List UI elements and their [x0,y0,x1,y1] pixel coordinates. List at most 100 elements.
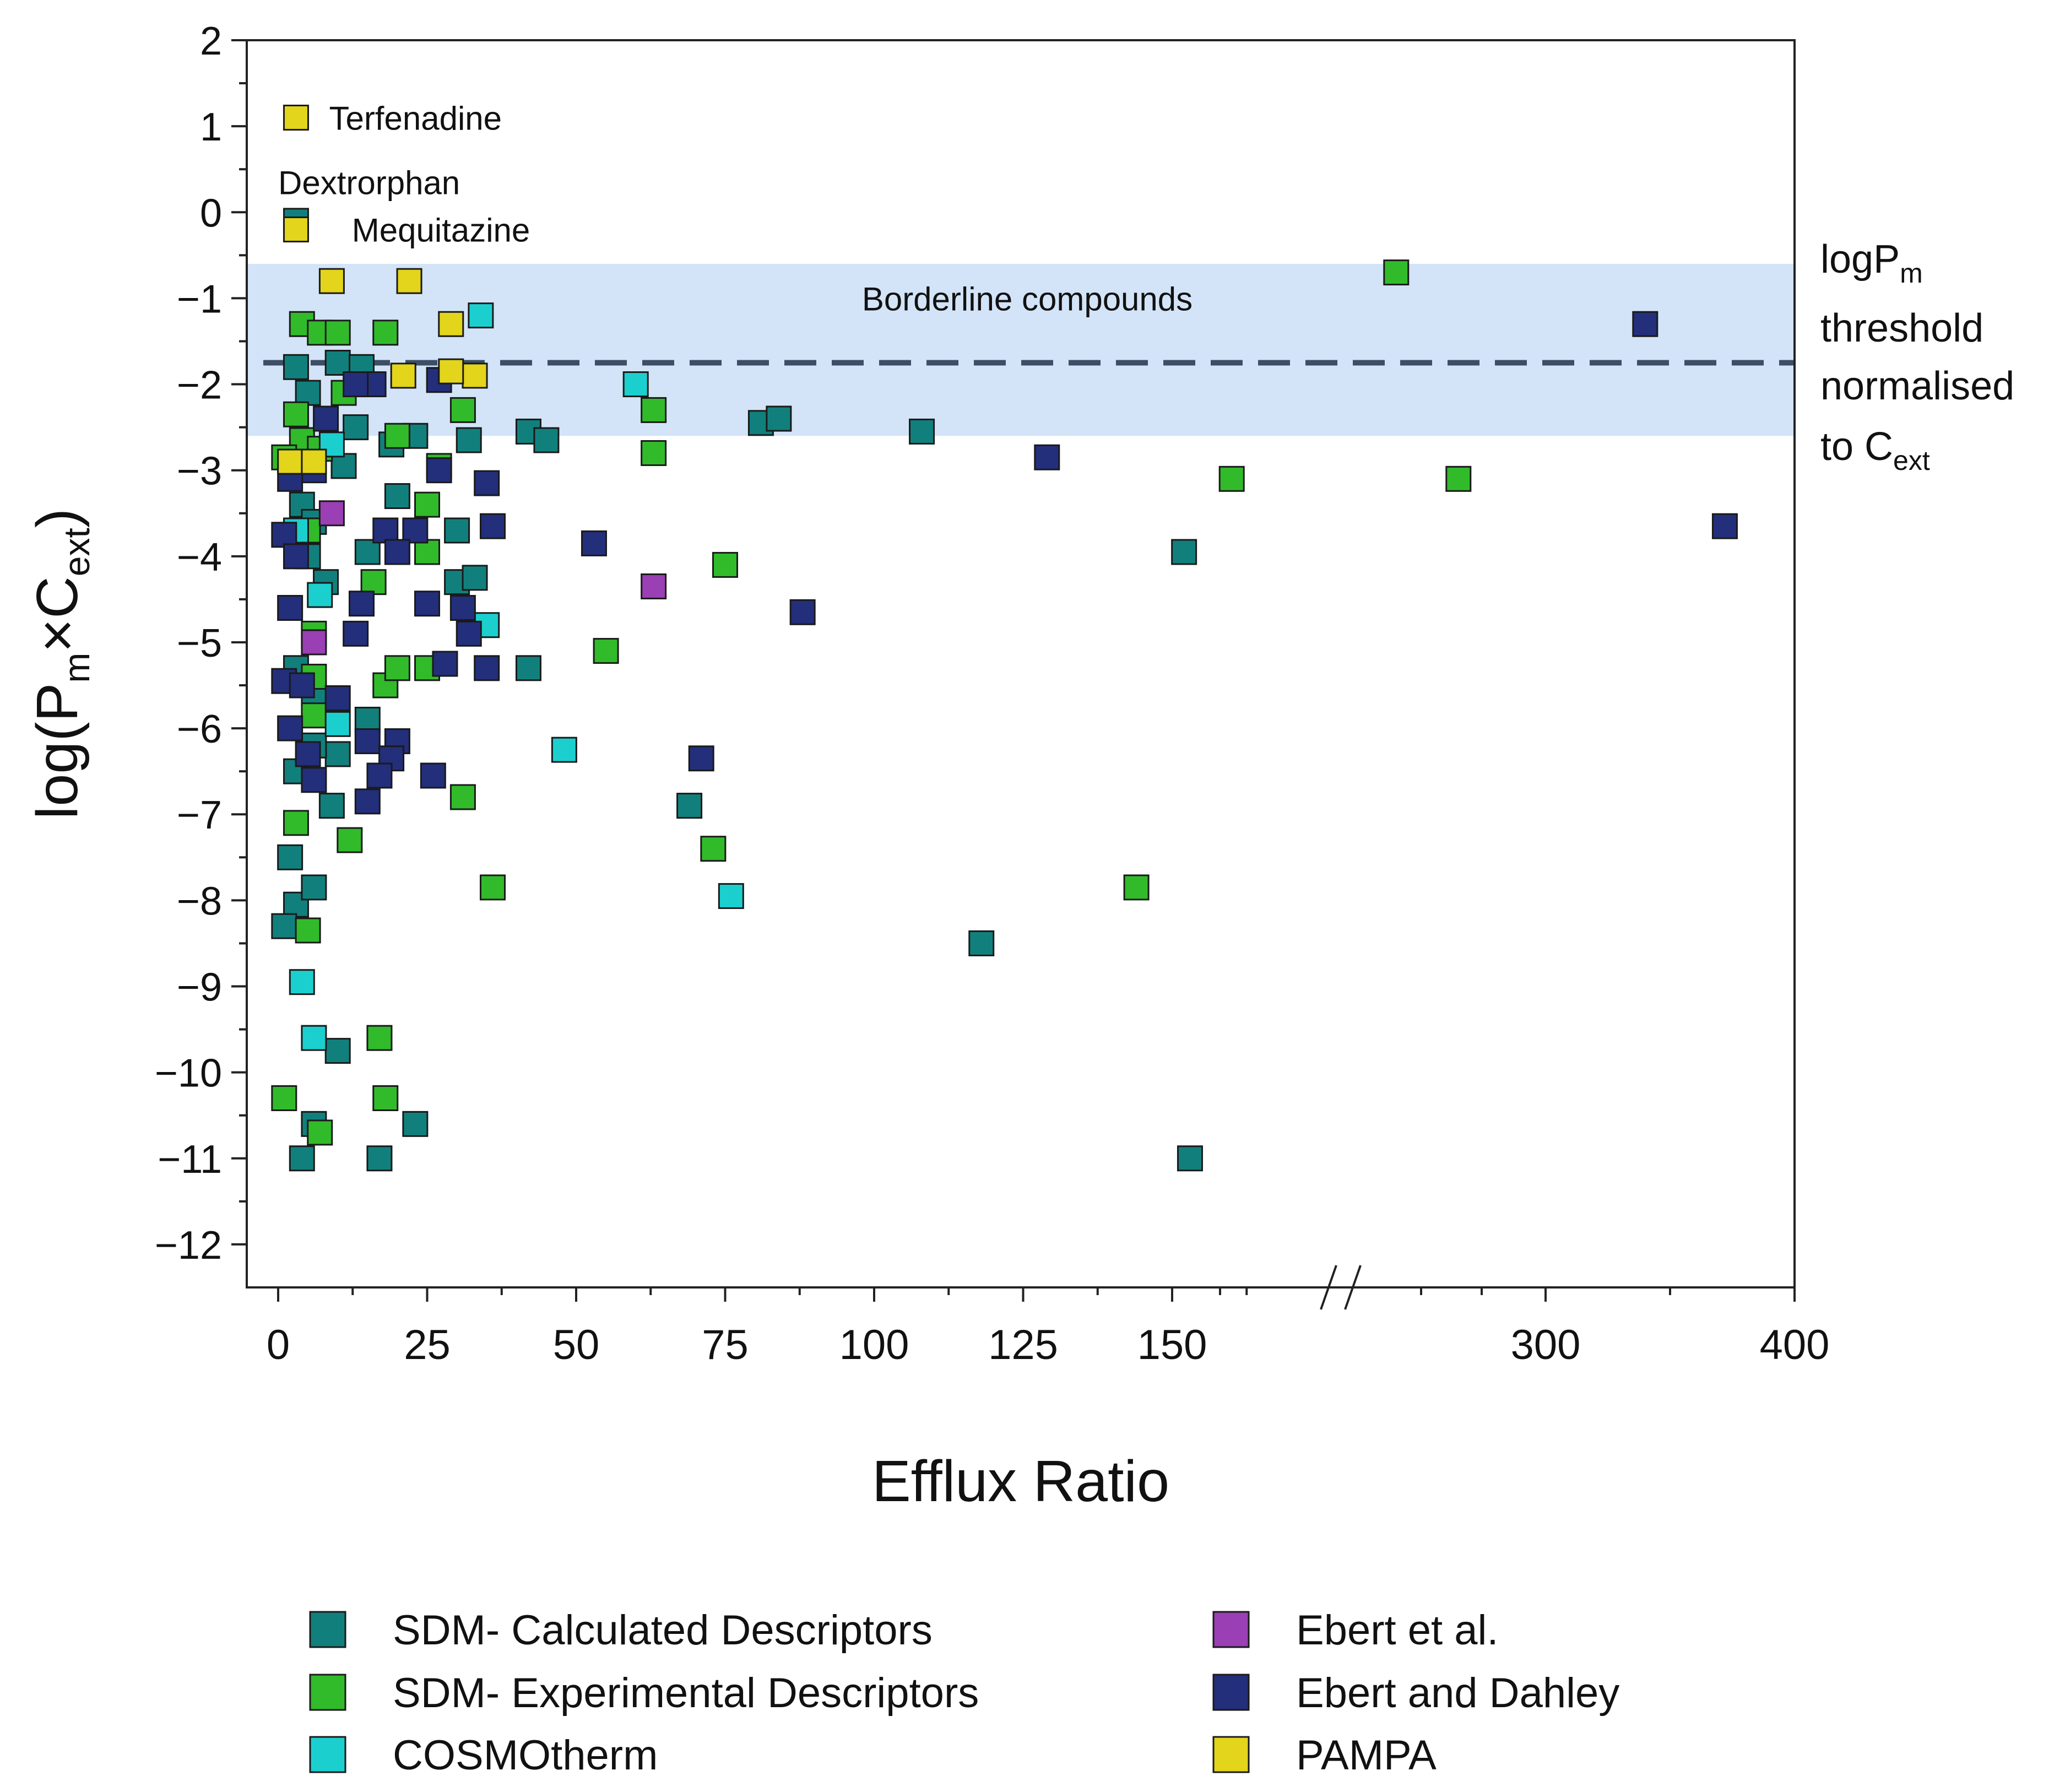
threshold-label-line2: threshold [1820,306,1983,350]
data-point [301,1025,327,1051]
data-point [1383,259,1410,286]
data-point [456,427,482,453]
x-tick-label: 150 [1137,1322,1207,1368]
data-point [1632,311,1658,337]
data-point [366,1145,393,1172]
data-point [402,517,429,544]
borderline-label: Borderline compounds [862,280,1193,317]
data-point [533,427,560,453]
legend-swatch [309,1611,346,1648]
x-tick-label: 125 [988,1322,1058,1368]
data-point [372,517,399,544]
plot-frame [246,39,1796,1288]
data-point [402,1111,429,1137]
legend-swatch [309,1736,346,1773]
data-point [581,530,607,556]
y-tick-label: −7 [177,793,222,837]
data-point [426,457,452,484]
data-point [480,513,506,539]
data-point [366,1025,393,1051]
data-point [354,788,381,815]
data-point [414,591,440,617]
data-point [1445,465,1472,492]
legend-swatch [1212,1674,1250,1711]
data-point [348,591,375,617]
data-point [283,216,309,243]
data-point [283,810,309,836]
threshold-label-logp: logP [1820,237,1900,281]
data-point [372,320,399,346]
data-point [277,448,303,475]
x-tick-label: 400 [1760,1322,1830,1368]
data-point [354,706,381,733]
data-point [354,728,381,755]
data-point [313,405,339,432]
data-point [324,350,351,376]
y-tick-label: −4 [177,535,222,580]
data-point [444,517,470,544]
data-point [474,470,500,496]
y-axis-title-mid: ×C [25,576,90,652]
data-point [295,741,321,767]
data-points [271,105,1738,1172]
data-point [700,836,727,862]
y-tick-label: −12 [155,1223,222,1268]
data-point [593,638,619,664]
y-tick-label: −3 [177,450,222,494]
legend-swatch [309,1674,346,1711]
data-point [366,762,393,789]
data-point [1171,539,1197,565]
data-point [330,453,357,479]
legend-label: Ebert et al. [1296,1607,1499,1654]
data-point [480,874,506,901]
data-point [295,917,321,944]
y-tick-label: −9 [177,966,222,1010]
data-point [641,397,667,423]
data-point [551,737,577,763]
data-point [641,440,667,466]
data-point [295,380,321,406]
data-point [271,913,297,939]
y-axis-title-sub-ext: ext [56,528,97,576]
y-axis-title-post: ) [25,508,90,528]
y-tick-label: 2 [200,19,222,63]
compound-annotations: Terfenadine Dextrorphan Mequitazine [278,100,530,249]
data-point [384,655,410,681]
data-point [438,311,464,337]
data-point [343,620,369,647]
legend: SDM- Calculated Descriptors SDM- Experime… [309,1607,1619,1779]
data-point [343,371,369,398]
borderline-band [247,263,1795,436]
data-point [343,414,369,441]
data-point [301,448,327,475]
data-point [289,969,315,995]
data-point [324,320,351,346]
data-point [301,629,327,656]
data-point [515,655,541,681]
data-point [277,844,303,870]
data-point [712,551,738,578]
x-tick-label: 0 [267,1322,290,1368]
data-point [396,268,422,294]
data-point [909,418,935,445]
data-point [318,268,345,294]
data-point [462,362,488,389]
data-point [676,793,703,819]
x-tick-label: 100 [839,1322,909,1368]
data-point [968,930,995,956]
data-point [688,745,714,772]
data-point [390,362,416,389]
data-point [420,762,446,789]
data-point [318,500,345,527]
y-tick-label: 0 [200,191,222,235]
data-point [354,539,381,565]
y-tick-label: −10 [155,1052,222,1096]
data-point [277,715,303,741]
y-tick-label: 1 [200,105,222,149]
y-tick-label: −11 [158,1138,222,1182]
threshold-label-line3: normalised [1820,364,2014,408]
legend-label: COSMOtherm [393,1732,658,1779]
threshold-label-sub-m: m [1900,258,1923,289]
y-tick-label: −6 [177,707,222,751]
data-point [449,784,476,810]
